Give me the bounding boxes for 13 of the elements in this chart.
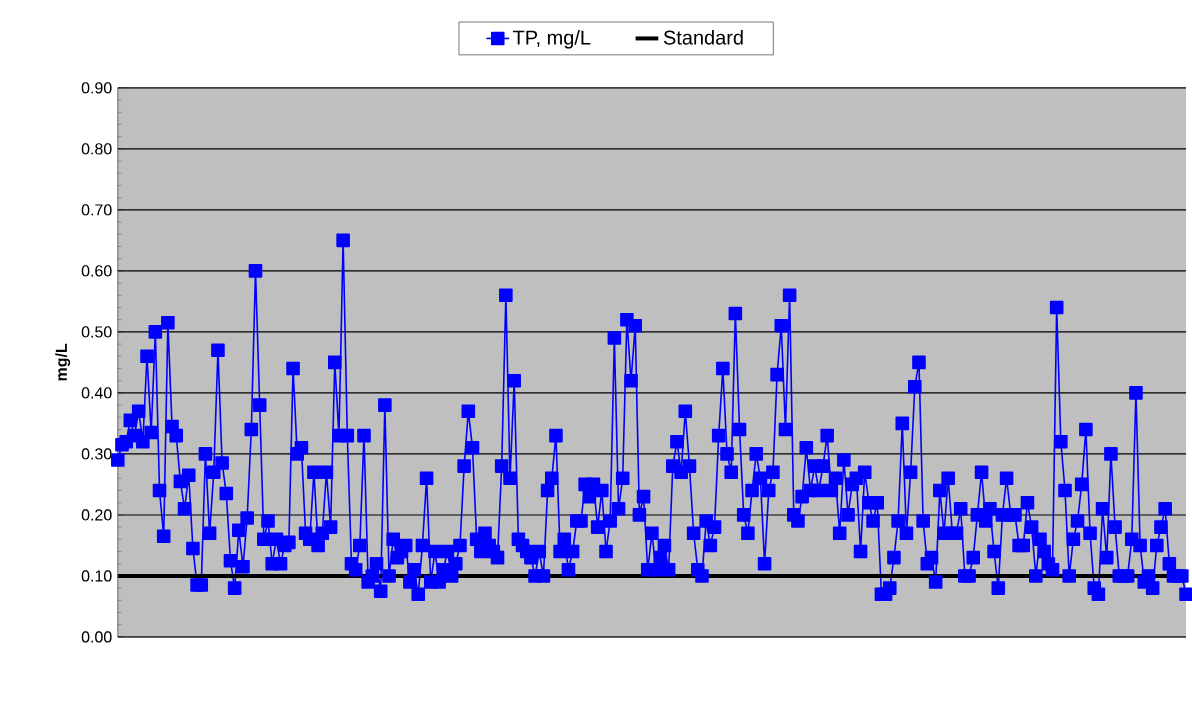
y-tick-label: 0.00 [81, 631, 112, 643]
legend-label: Standard [663, 30, 743, 45]
y-axis-title: mg/L [55, 343, 71, 381]
y-tick-label: 0.70 [81, 204, 112, 216]
y-tick-label: 0.40 [81, 387, 112, 399]
y-tick-label: 0.10 [81, 570, 112, 582]
y-tick-label: 0.60 [81, 265, 112, 277]
y-tick-label: 0.80 [81, 143, 112, 155]
y-tick-label: 0.50 [81, 326, 112, 338]
y-tick-label: 0.30 [81, 448, 112, 460]
y-tick-label: 0.90 [81, 82, 112, 94]
legend-label: TP, mg/L [513, 30, 591, 49]
y-tick-label: 0.20 [81, 509, 112, 521]
